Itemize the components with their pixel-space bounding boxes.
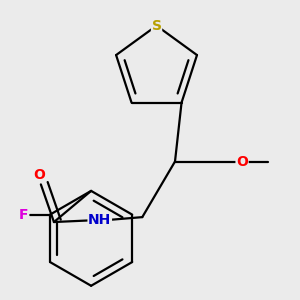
Text: S: S [152,19,161,33]
Text: F: F [19,208,28,222]
Text: O: O [33,168,45,182]
Text: O: O [236,154,248,169]
Text: NH: NH [88,213,111,227]
